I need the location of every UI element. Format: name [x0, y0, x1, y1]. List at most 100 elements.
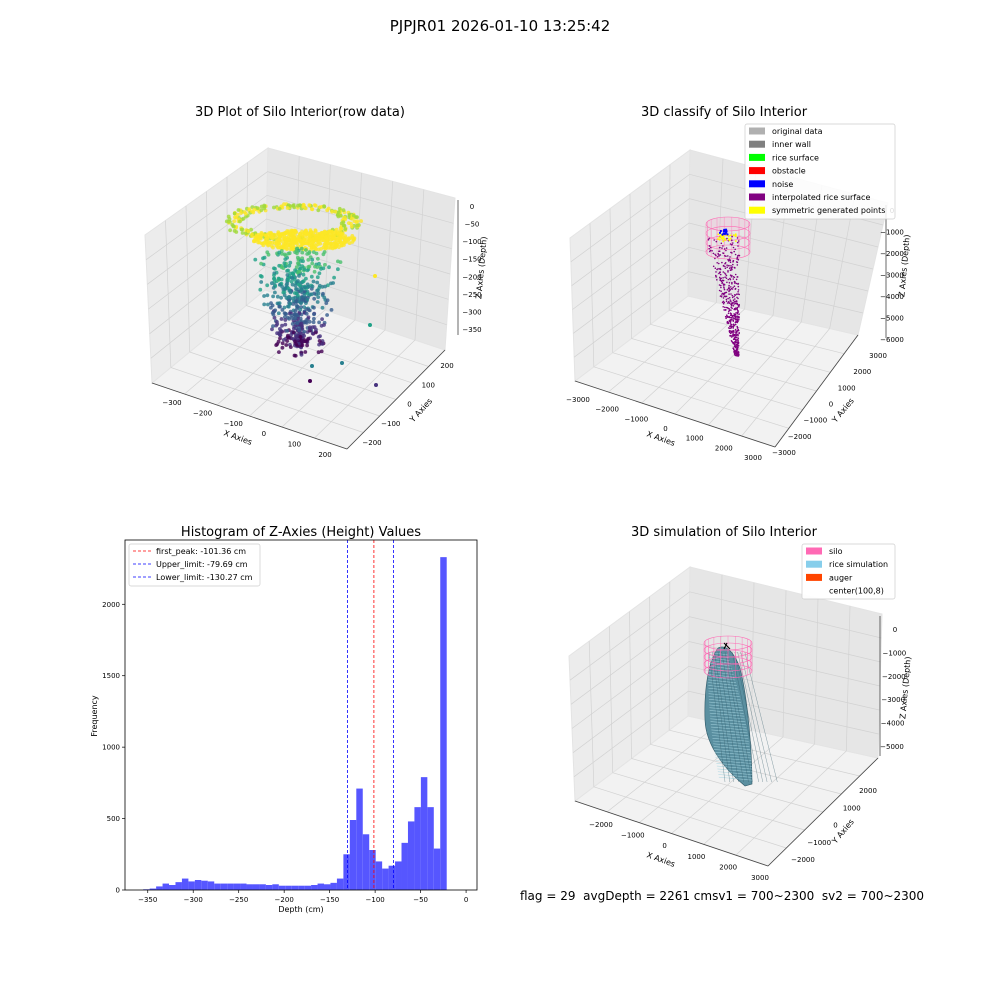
interpolated-point	[712, 252, 715, 255]
raw-data-point	[313, 264, 317, 269]
raw-data-point	[304, 311, 309, 316]
legend-label: noise	[772, 180, 793, 189]
interpolated-point	[726, 237, 728, 240]
raw-data-point	[287, 335, 291, 340]
interpolated-point	[719, 246, 721, 249]
raw-data-point	[299, 301, 303, 306]
interpolated-point	[737, 352, 739, 355]
interpolated-point	[723, 248, 726, 250]
raw-data-point	[281, 290, 286, 295]
interpolated-point	[736, 261, 739, 264]
interpolated-point	[714, 253, 716, 256]
surface-mesh-line	[710, 721, 746, 725]
interpolated-point	[720, 290, 722, 293]
raw-data-point	[275, 241, 280, 246]
legend-frame	[801, 543, 896, 600]
raw-data-point	[283, 322, 288, 327]
interpolated-point	[734, 308, 736, 311]
raw-data-point	[273, 290, 277, 295]
x-axis-label: X Axies	[222, 428, 253, 447]
raw-data-point	[232, 224, 236, 229]
interpolated-point	[732, 246, 735, 249]
interpolated-point	[725, 274, 728, 277]
raw-data-point	[325, 298, 330, 303]
raw-data-point	[310, 261, 315, 266]
legend-swatch	[749, 180, 765, 188]
raw-data-point	[303, 285, 307, 290]
raw-data-point	[340, 232, 345, 237]
surface-mesh-line	[714, 754, 751, 759]
x-tick-label: −200	[275, 896, 294, 904]
raw-data-point	[310, 331, 315, 336]
interpolated-point	[726, 302, 729, 304]
legend-label: interpolated rice surface	[772, 193, 870, 202]
x-tick-label: −3000	[566, 396, 590, 404]
interpolated-point	[719, 254, 722, 256]
interpolated-point	[730, 325, 732, 328]
raw-data-point	[284, 231, 289, 235]
interpolated-point	[730, 300, 732, 303]
noise-point	[718, 231, 722, 234]
raw-data-point	[316, 295, 321, 299]
symmetric-point	[728, 239, 731, 242]
raw-data-point	[292, 330, 296, 335]
interpolated-point	[732, 261, 734, 263]
interpolated-point	[725, 249, 727, 252]
raw-data-point	[277, 207, 282, 211]
raw-data-point	[288, 290, 293, 295]
interpolated-point	[736, 293, 738, 296]
interpolated-point	[722, 300, 725, 303]
surface-mesh-line	[714, 751, 751, 756]
hist-bar	[252, 884, 260, 890]
y-tick-label: 2000	[102, 601, 120, 609]
symmetric-point	[722, 235, 725, 237]
raw-data-point	[305, 236, 310, 241]
raw-data-point	[301, 204, 306, 209]
interpolated-point	[727, 307, 730, 310]
interpolated-point	[718, 289, 721, 292]
interpolated-point	[733, 338, 736, 341]
interpolated-point	[721, 261, 723, 264]
raw-data-point	[302, 238, 307, 242]
raw-data-point	[239, 227, 244, 232]
raw-data-point	[250, 232, 254, 237]
surface-mesh-line	[707, 651, 729, 656]
raw-data-point	[351, 213, 356, 218]
chart-hist-legend: first_peak: -101.36 cm Upper_limit: -79.6…	[128, 543, 261, 587]
raw-data-point	[304, 339, 309, 344]
surface-mesh-line	[716, 763, 752, 767]
interpolated-point	[736, 311, 739, 314]
surface-mesh-line	[709, 707, 744, 711]
raw-data-point	[312, 246, 317, 251]
raw-data-point	[279, 265, 284, 270]
surface-mesh-line	[713, 743, 750, 748]
raw-data-point	[289, 279, 294, 284]
interpolated-point	[734, 294, 736, 296]
raw-data-point	[286, 238, 291, 243]
interpolated-point	[730, 323, 733, 326]
raw-data-point	[352, 219, 357, 224]
x-tick-label: 200	[318, 451, 331, 459]
interpolated-point	[734, 318, 737, 321]
interpolated-point	[728, 309, 731, 312]
interpolated-point	[727, 297, 729, 300]
raw-data-point	[272, 205, 276, 210]
raw-data-point	[320, 317, 324, 321]
hist-bar	[220, 883, 228, 890]
interpolated-point	[733, 301, 736, 303]
chart-raw-title: 3D Plot of Silo Interior(row data)	[195, 105, 405, 120]
z-tick-label: −150	[462, 256, 481, 264]
symmetric-point	[735, 240, 737, 243]
interpolated-point	[730, 302, 732, 304]
interpolated-point	[732, 330, 735, 333]
raw-data-point	[339, 243, 344, 248]
legend-frame	[128, 543, 261, 587]
raw-data-point	[293, 283, 298, 288]
raw-data-point	[275, 294, 280, 299]
raw-data-point	[321, 252, 326, 257]
interpolated-point	[732, 242, 734, 244]
raw-data-point	[329, 281, 333, 286]
raw-data-point	[314, 327, 318, 332]
interpolated-point	[738, 315, 740, 318]
interpolated-point	[721, 282, 723, 285]
